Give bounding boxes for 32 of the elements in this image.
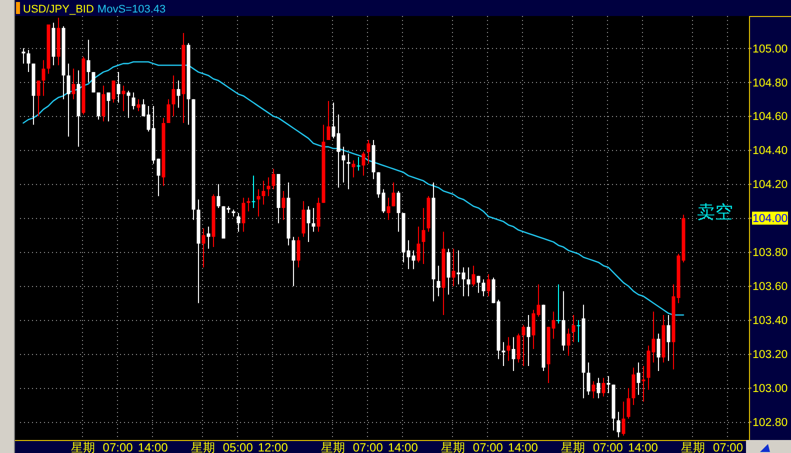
y-tick-label: 103.00 bbox=[752, 383, 788, 396]
y-tick-label: 104.60 bbox=[752, 111, 788, 124]
x-tick-label: 星期 bbox=[190, 440, 215, 453]
y-tick-label: 104.20 bbox=[752, 179, 788, 192]
x-tick-label: 星期 bbox=[320, 440, 345, 453]
y-tick-label: 105.00 bbox=[752, 43, 788, 56]
text: MovS=103.43 bbox=[97, 4, 166, 16]
y-tick-label: 102.80 bbox=[752, 417, 788, 430]
x-tick-label: 14:00 bbox=[388, 440, 418, 453]
x-tick-label: 07:00 bbox=[352, 440, 384, 453]
x-tick-label: 07:00 bbox=[472, 440, 504, 453]
x-tick-label: 星期 bbox=[440, 440, 465, 453]
y-tick-label: 103.60 bbox=[752, 281, 788, 294]
y-tick-label: 103.40 bbox=[752, 315, 788, 328]
y-tick-label: 104.00 bbox=[752, 213, 788, 226]
x-tick-label: 14:00 bbox=[508, 440, 538, 453]
y-tick-label: 104.40 bbox=[752, 145, 788, 158]
y-tick-label: 103.80 bbox=[752, 247, 788, 260]
x-tick-label: 星期 bbox=[680, 440, 705, 453]
x-tick-label: 14:00 bbox=[138, 440, 168, 453]
chart-title: USD/JPY_BID bbox=[23, 4, 94, 16]
annotation: 卖空 bbox=[697, 202, 733, 222]
y-tick-label: 103.20 bbox=[752, 349, 788, 362]
x-tick-label: 星期 bbox=[560, 440, 585, 453]
x-tick-label: 07:00 bbox=[712, 440, 744, 453]
y-tick-label: 104.80 bbox=[752, 77, 788, 90]
x-tick-label: 12:00 bbox=[258, 440, 288, 453]
x-tick-label: 05:00 bbox=[222, 440, 254, 453]
x-tick-label: 07:00 bbox=[102, 440, 134, 453]
x-tick-label: 07:00 bbox=[592, 440, 624, 453]
x-tick-label: 星期 bbox=[70, 440, 95, 453]
x-tick-label: 14:00 bbox=[628, 440, 658, 453]
